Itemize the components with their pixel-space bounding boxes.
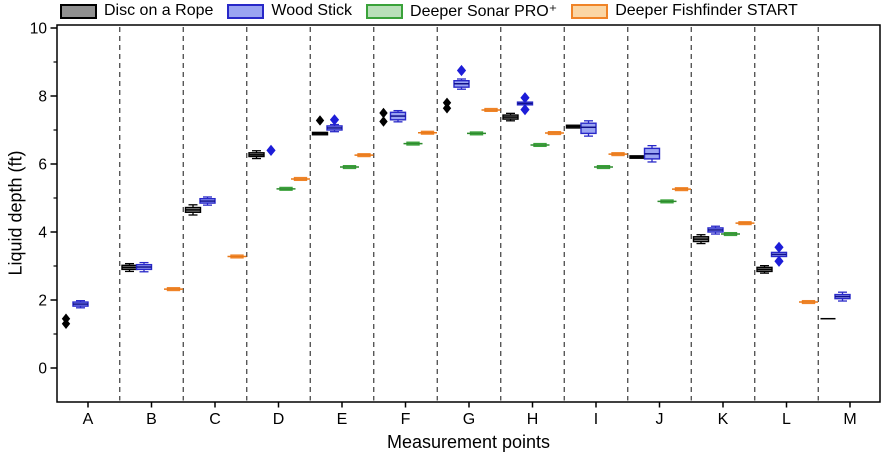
x-tick-label: K [718,411,729,428]
x-tick-label: G [463,411,475,428]
outlier-diamond-marker [442,97,452,108]
outlier-diamond-marker [266,144,276,156]
x-tick-label: M [843,411,856,428]
x-tick-label: A [83,411,94,428]
x-tick-label: I [594,411,598,428]
legend-swatch-deeper-sonar-pro [366,3,404,19]
series-deeper-sonar-pro [276,131,740,237]
y-tick-label: 6 [38,157,47,174]
legend-label: Deeper Sonar PRO⁺ [410,3,558,20]
outlier-diamond-marker [774,255,784,267]
legend-swatch-disc-on-a-rope [60,3,97,19]
box [580,122,597,135]
legend-label: Deeper Fishfinder START [615,2,798,19]
x-tick-label: D [273,411,285,428]
outlier-diamond-marker [315,115,325,126]
outlier-diamond-marker [379,116,388,127]
x-tick-label: F [401,411,411,428]
outlier-diamond-marker [520,104,530,116]
outlier-diamond-marker [61,318,71,329]
outlier-diamond-marker [774,241,784,253]
y-tick-label: 2 [38,293,47,310]
series-disc-on-a-rope [61,97,836,329]
legend-label: Wood Stick [271,2,353,19]
legend-item-deeper-fishfinder-start: Deeper Fishfinder START [571,2,798,20]
x-tick-label: B [146,411,157,428]
series-wood-stick [72,64,851,309]
outlier-diamond-marker [456,64,467,77]
legend-label: Disc on a Rope [104,2,214,19]
series-deeper-fishfinder-start [164,107,818,305]
outlier-diamond-marker [329,114,340,126]
x-tick-label: H [527,411,539,428]
legend-item-wood-stick: Wood Stick [227,2,352,20]
legend-swatch-deeper-fishfinder-start [571,3,609,19]
x-tick-label: J [656,411,664,428]
outlier-diamond-marker [379,107,388,119]
y-axis-title: Liquid depth (ft) [5,150,26,276]
legend: Disc on a Rope Wood Stick Deeper Sonar PRO… [60,1,798,21]
x-tick-label: C [209,411,221,428]
y-tick-label: 0 [38,361,47,378]
outlier-diamond-marker [520,92,530,104]
y-tick-label: 10 [30,21,48,38]
y-tick-label: 4 [38,225,47,242]
x-axis-title: Measurement points [386,432,551,452]
x-tick-label: E [337,411,348,428]
x-tick-label: L [782,411,791,428]
y-tick-label: 8 [38,89,47,106]
legend-item-deeper-sonar-pro: Deeper Sonar PRO⁺ [366,1,557,21]
legend-swatch-wood-stick [227,3,265,19]
legend-item-disc-on-a-rope: Disc on a Rope [60,2,213,20]
outlier-diamond-marker [442,103,452,114]
